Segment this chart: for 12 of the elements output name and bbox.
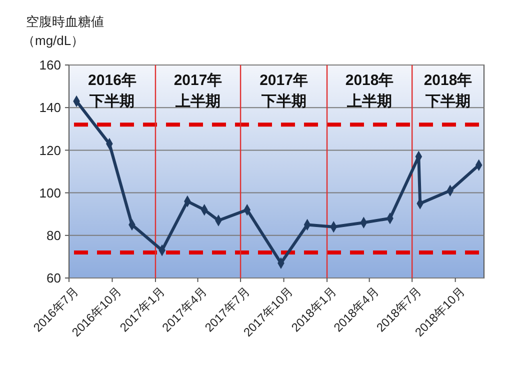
annotation: 2018年下半期 <box>424 72 472 110</box>
annotation: 2017年上半期 <box>174 72 222 110</box>
annotation: 2016年下半期 <box>88 72 136 110</box>
y-tick-label: 80 <box>46 228 61 243</box>
annotation: 2017年下半期 <box>260 72 308 110</box>
y-tick-label: 100 <box>39 185 61 200</box>
annotation: 2018年上半期 <box>345 72 394 110</box>
y-tick-label: 60 <box>46 270 61 286</box>
y-tick-label: 160 <box>39 58 61 73</box>
y-axis-title: 空腹時血糖値（mg/dL） <box>22 14 104 48</box>
y-tick-label: 120 <box>39 142 61 158</box>
y-tick-label: 140 <box>39 100 61 116</box>
